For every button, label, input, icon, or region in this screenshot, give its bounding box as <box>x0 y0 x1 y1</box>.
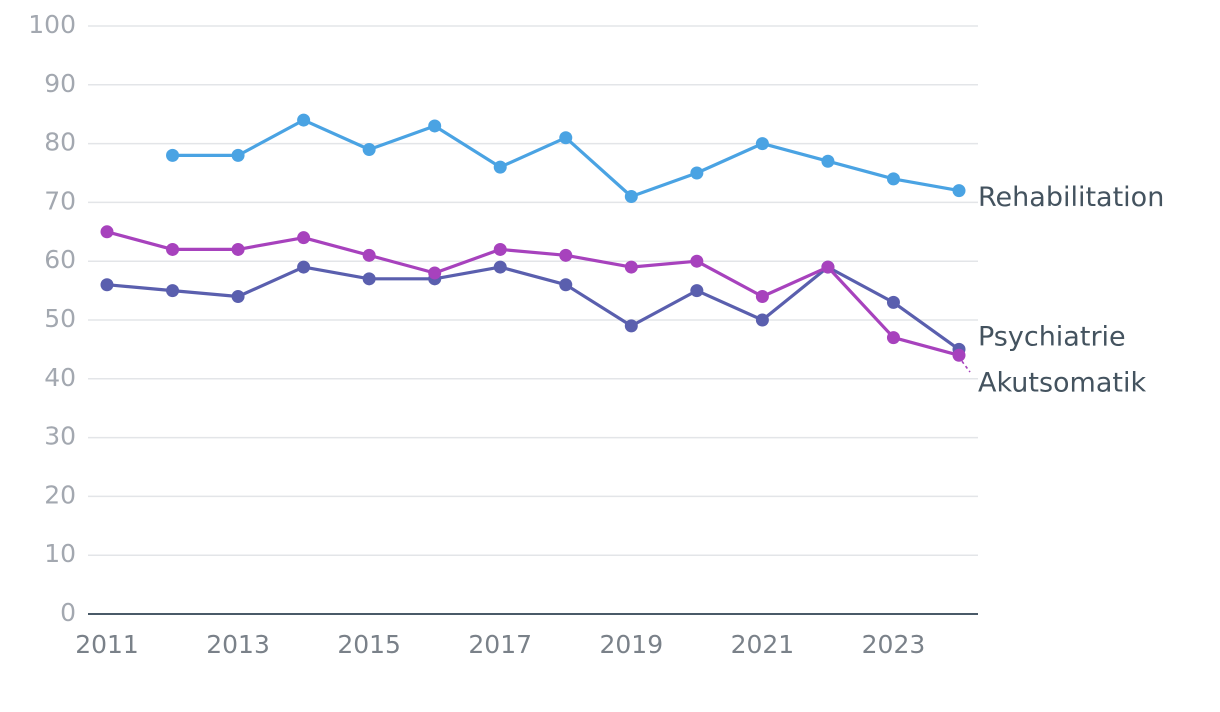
x-tick-label-2021: 2021 <box>731 630 795 659</box>
y-tick-label-20: 20 <box>44 480 76 509</box>
point-psychiatrie-2012 <box>166 284 180 298</box>
point-akutsomatik-2023 <box>886 331 900 345</box>
y-tick-label-10: 10 <box>44 539 76 568</box>
point-akutsomatik-2024 <box>952 348 966 362</box>
point-rehabilitation-2012 <box>166 148 180 162</box>
point-rehabilitation-2019 <box>624 190 638 204</box>
series-rehabilitation <box>166 113 966 204</box>
x-tick-label-2015: 2015 <box>337 630 401 659</box>
point-psychiatrie-2021 <box>755 313 769 327</box>
x-tick-label-2017: 2017 <box>468 630 532 659</box>
point-akutsomatik-2018 <box>559 248 573 262</box>
y-tick-label-100: 100 <box>28 10 76 39</box>
grid-layer <box>88 25 978 556</box>
point-akutsomatik-2015 <box>362 248 376 262</box>
point-akutsomatik-2020 <box>690 254 704 268</box>
point-psychiatrie-2023 <box>886 295 900 309</box>
point-psychiatrie-2015 <box>362 272 376 286</box>
point-akutsomatik-2021 <box>755 289 769 303</box>
point-psychiatrie-2013 <box>231 289 245 303</box>
x-tick-label-2011: 2011 <box>75 630 139 659</box>
x-tick-label-2013: 2013 <box>206 630 270 659</box>
point-rehabilitation-2015 <box>362 142 376 156</box>
series-label-psychiatrie: Psychiatrie <box>978 322 1126 353</box>
y-tick-label-0: 0 <box>60 598 76 627</box>
y-tick-label-70: 70 <box>44 186 76 215</box>
y-tick-label-90: 90 <box>44 69 76 98</box>
point-psychiatrie-2020 <box>690 284 704 298</box>
series-line-akutsomatik <box>105 230 961 357</box>
y-tick-label-80: 80 <box>44 128 76 157</box>
point-rehabilitation-2017 <box>493 160 507 174</box>
x-tick-label-2023: 2023 <box>862 630 926 659</box>
point-akutsomatik-2017 <box>493 242 507 256</box>
y-tick-label-60: 60 <box>44 245 76 274</box>
point-psychiatrie-2011 <box>100 278 114 292</box>
point-akutsomatik-2019 <box>624 260 638 274</box>
y-tick-label-30: 30 <box>44 422 76 451</box>
series-layer <box>100 113 966 362</box>
point-rehabilitation-2018 <box>559 131 573 145</box>
axis-layer: 0 10 20 30 40 50 60 70 80 90 100 2011 2013 2015 2017 20… <box>28 10 978 659</box>
point-akutsomatik-2013 <box>231 242 245 256</box>
point-rehabilitation-2022 <box>821 154 835 168</box>
point-psychiatrie-2019 <box>624 319 638 333</box>
series-label-akutsomatik: Akutsomatik <box>978 368 1146 399</box>
point-rehabilitation-2020 <box>690 166 704 180</box>
point-rehabilitation-2024 <box>952 184 966 198</box>
series-label-rehabilitation: Rehabilitation <box>978 182 1164 213</box>
series-line-psychiatrie <box>105 265 961 351</box>
x-tick-label-2019: 2019 <box>599 630 663 659</box>
point-akutsomatik-2014 <box>297 231 311 245</box>
y-tick-label-50: 50 <box>44 304 76 333</box>
leader-line-akutsomatik <box>961 360 971 373</box>
point-akutsomatik-2016 <box>428 266 442 280</box>
series-akutsomatik <box>100 225 966 362</box>
point-rehabilitation-2014 <box>297 113 311 127</box>
point-rehabilitation-2023 <box>886 172 900 186</box>
point-psychiatrie-2017 <box>493 260 507 274</box>
label-layer: Rehabilitation Psychiatrie Akutsomatik <box>961 182 1164 399</box>
y-tick-label-40: 40 <box>44 363 76 392</box>
point-psychiatrie-2018 <box>559 278 573 292</box>
point-akutsomatik-2011 <box>100 225 114 239</box>
point-rehabilitation-2021 <box>755 137 769 151</box>
point-akutsomatik-2012 <box>166 242 180 256</box>
point-akutsomatik-2022 <box>821 260 835 274</box>
series-psychiatrie <box>100 260 966 356</box>
point-psychiatrie-2014 <box>297 260 311 274</box>
point-rehabilitation-2013 <box>231 148 245 162</box>
point-rehabilitation-2016 <box>428 119 442 133</box>
